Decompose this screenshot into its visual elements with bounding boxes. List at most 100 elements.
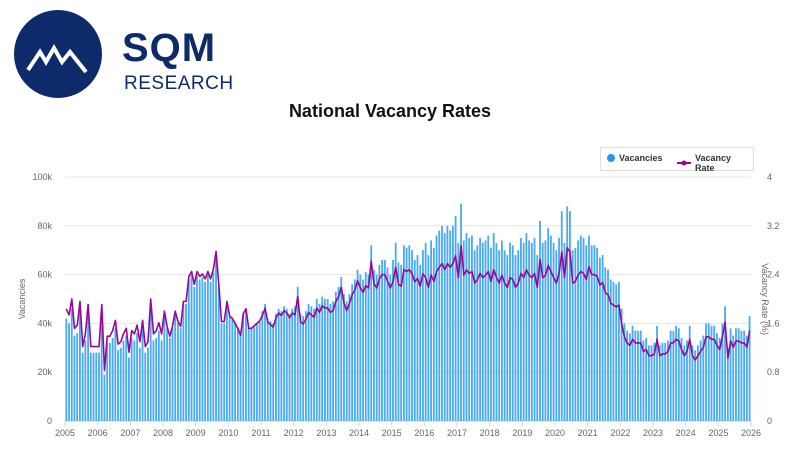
vacancy-rate-point: [351, 294, 353, 296]
legend-label: Vacancy Rate: [694, 153, 732, 173]
vacancy-rate-point: [234, 322, 236, 324]
vacancy-rate-point: [248, 327, 250, 329]
vacancy-rate-point: [79, 300, 81, 303]
vacancies-bar: [315, 299, 318, 421]
vacancies-bar: [699, 340, 702, 421]
vacancies-bar: [462, 240, 465, 421]
vacancy-rate-point: [626, 342, 628, 344]
vacancies-bar: [740, 330, 743, 421]
vacancies-bar: [89, 352, 92, 421]
vacancies-bar: [392, 259, 394, 421]
vacancies-bar: [378, 264, 381, 421]
vacancies-bar: [517, 250, 520, 421]
x-axis-tick-label: 2010: [218, 428, 238, 438]
vacancies-bar: [160, 340, 163, 421]
vacancies-bar: [334, 291, 337, 421]
vacancy-rate-point: [392, 281, 394, 283]
vacancy-rate-point: [288, 317, 291, 319]
vacancy-rate-point: [504, 282, 506, 284]
vacancies-bar: [294, 306, 296, 421]
vacancies-bar: [552, 242, 555, 421]
vacancy-rate-point: [482, 277, 484, 279]
vacancies-bar: [416, 255, 419, 421]
vacancies-bar: [642, 340, 645, 421]
vacancies-bar: [147, 347, 149, 421]
vacancies-bar: [495, 242, 498, 421]
vacancy-rate-point: [523, 277, 525, 279]
vacancies-bar: [152, 340, 155, 421]
vacancy-rate-point: [414, 281, 416, 283]
vacancy-rate-point: [474, 282, 476, 284]
legend-item-vacancy-rate[interactable]: Vacancy Rate: [677, 153, 753, 173]
vacancy-rate-point: [329, 311, 332, 314]
x-axis-tick-label: 2024: [676, 428, 696, 438]
vacancies-bar: [307, 303, 310, 421]
vacancy-rate-point: [128, 351, 130, 353]
vacancy-rate-point: [68, 314, 70, 316]
vacancies-bar: [634, 330, 637, 421]
vacancies-bar: [473, 250, 476, 421]
vacancy-rate-point: [580, 270, 582, 273]
vacancies-bar: [79, 311, 81, 421]
vacancy-rate-point: [621, 323, 623, 325]
vacancies-bar: [536, 255, 539, 421]
vacancies-bar: [362, 279, 364, 421]
vacancy-rate-point: [261, 314, 263, 317]
vacancies-bar: [247, 328, 250, 421]
vacancy-rate-point: [112, 330, 114, 332]
vacancy-rate-point: [161, 333, 163, 335]
vacancy-rate-point: [196, 270, 198, 273]
vacancy-rate-point: [629, 344, 631, 346]
vacancy-rate-point: [87, 303, 89, 306]
vacancy-rate-point: [512, 278, 514, 281]
vacancies-bar: [236, 328, 239, 421]
vacancy-rate-point: [468, 272, 470, 274]
vacancy-rate-point: [708, 336, 710, 338]
vacancies-bar: [631, 325, 634, 421]
vacancy-rate-point: [166, 325, 168, 328]
vacancies-bar: [187, 279, 190, 421]
vacancy-rate-point: [533, 272, 536, 274]
vacancy-rate-point: [90, 345, 92, 348]
vacancies-bar: [647, 345, 650, 421]
vacancies-bar: [574, 247, 577, 421]
vacancy-rate-point: [378, 278, 381, 280]
vacancy-rate-point: [642, 350, 645, 353]
x-axis-tick-label: 2008: [153, 428, 173, 438]
vacancy-rate-point: [691, 355, 694, 357]
legend-item-vacancies[interactable]: Vacancies: [607, 153, 663, 163]
vacancies-bar: [520, 238, 522, 421]
vacancies-bar: [413, 259, 416, 421]
vacancies-bar: [560, 211, 563, 421]
vacancies-bar: [677, 328, 680, 421]
vacancy-rate-point: [528, 274, 530, 276]
vacancy-rate-point: [615, 306, 617, 308]
vacancy-rate-point: [520, 272, 522, 274]
x-axis-tick-label: 2013: [316, 428, 336, 438]
vacancy-rate-point: [675, 338, 677, 340]
vacancies-bar: [136, 333, 138, 421]
vacancy-rate-point: [479, 272, 481, 274]
vacancies-bar: [133, 340, 136, 421]
vacancy-rate-point: [343, 302, 345, 304]
vacancy-rate-point: [403, 269, 405, 271]
vacancy-rate-point: [645, 349, 647, 351]
vacancies-bar: [275, 313, 277, 421]
vacancy-rate-point: [101, 303, 103, 306]
left-axis-tick-label: 0: [47, 416, 52, 426]
vacancy-rate-point: [406, 270, 408, 273]
vacancies-bar: [726, 347, 729, 421]
vacancies-bar: [471, 235, 473, 421]
vacancy-rate-point: [670, 342, 672, 344]
vacancy-rate-point: [716, 344, 718, 346]
vacancies-bar: [326, 299, 329, 421]
right-axis-tick-label: 4: [767, 172, 772, 182]
vacancy-rate-point: [536, 286, 538, 289]
vacancy-rate-point: [207, 270, 209, 273]
vacancy-rate-point: [452, 263, 454, 265]
vacancy-rate-point: [365, 284, 367, 287]
vacancies-bar: [419, 264, 422, 421]
left-axis-title: Vacancies: [17, 278, 27, 319]
vacancies-bar: [119, 347, 122, 421]
vacancy-rate-point: [444, 269, 446, 271]
